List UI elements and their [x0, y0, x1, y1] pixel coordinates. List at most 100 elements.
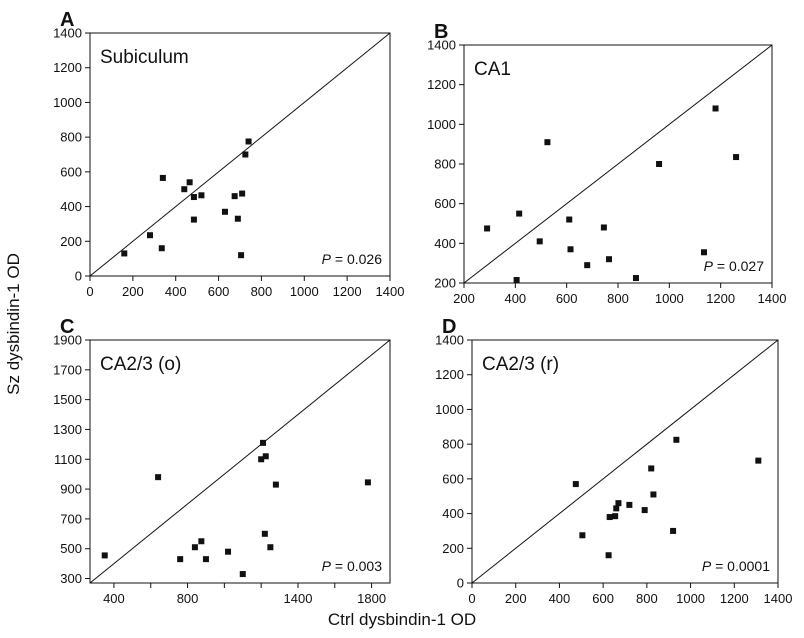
data-point	[513, 277, 520, 284]
data-point	[632, 275, 639, 282]
data-point	[566, 216, 573, 223]
identity-line	[463, 44, 773, 284]
x-tick-label: 200	[122, 284, 144, 299]
data-point	[190, 216, 197, 223]
y-tick-label: 1200	[427, 77, 456, 92]
x-tick-label: 400	[165, 284, 187, 299]
x-tick-label: 400	[504, 291, 526, 306]
y-tick-label: 600	[442, 471, 464, 486]
data-point	[584, 262, 591, 269]
data-point	[626, 501, 633, 508]
panel-title: CA2/3 (r)	[482, 354, 559, 375]
y-tick-label: 1400	[53, 26, 82, 41]
data-point	[536, 238, 543, 245]
data-point	[191, 544, 198, 551]
y-tick-label: 1200	[435, 367, 464, 382]
panel-d: 0 200 400 600 800 1000 1200 1400 0 200 400 600 800 10…	[435, 316, 792, 606]
y-tick-label: 600	[434, 196, 456, 211]
plot-frame	[89, 339, 391, 584]
data-point	[101, 552, 108, 559]
data-point	[641, 507, 648, 514]
x-tick-label: 1400	[284, 591, 313, 606]
x-tick-label: 1200	[333, 284, 362, 299]
data-point	[712, 105, 719, 112]
p-symbol: P	[702, 558, 712, 574]
x-tick-label: 600	[556, 291, 578, 306]
panel-title: CA1	[474, 59, 511, 80]
data-point	[231, 193, 238, 200]
y-tick-label: 1000	[435, 402, 464, 417]
data-point	[225, 548, 232, 555]
p-value-number: = 0.003	[331, 558, 382, 574]
data-point	[202, 556, 209, 563]
panel-title: CA2/3 (o)	[100, 354, 181, 375]
y-tick-label: 1000	[53, 95, 82, 110]
y-tick-label: 800	[434, 157, 456, 172]
data-point	[600, 224, 607, 231]
data-point	[262, 453, 269, 460]
y-tick-label: 700	[60, 511, 82, 526]
p-symbol: P	[322, 251, 332, 267]
p-value-number: = 0.0001	[711, 558, 770, 574]
data-point	[181, 186, 188, 193]
y-tick-label: 200	[60, 234, 82, 249]
x-tick-label: 0	[468, 591, 475, 606]
data-point	[606, 514, 613, 521]
data-point	[158, 245, 165, 252]
data-point	[733, 154, 740, 161]
x-tick-label: 1000	[676, 591, 705, 606]
y-tick-label: 900	[60, 482, 82, 497]
y-tick-label: 1900	[53, 333, 82, 348]
x-tick-label: 1800	[357, 591, 386, 606]
y-tick-label: 0	[75, 269, 82, 284]
panel-letter: B	[434, 21, 448, 43]
x-tick-label: 0	[86, 284, 93, 299]
y-tick-label: 800	[60, 130, 82, 145]
y-tick-label: 300	[60, 571, 82, 586]
x-tick-label: 400	[103, 591, 125, 606]
data-point	[670, 527, 677, 534]
data-point	[245, 138, 252, 145]
data-point	[242, 151, 249, 158]
y-tick-label: 1100	[54, 452, 82, 467]
x-tick-label: 1000	[655, 291, 684, 306]
data-point	[567, 246, 574, 253]
plot-frame	[89, 32, 391, 277]
y-axis-label-text: Sz dysbindin-1 OD	[4, 253, 23, 395]
data-point	[147, 232, 153, 239]
data-point	[239, 190, 246, 197]
panel-c: 400 800 1400 1800 300 500 700 900 1100 1300 1500 17…	[53, 316, 391, 606]
y-tick-label: 1400	[435, 333, 464, 348]
data-point	[267, 544, 274, 551]
data-point	[159, 174, 166, 181]
data-point	[516, 210, 523, 217]
x-tick-label: 1400	[376, 284, 405, 299]
plot-frame	[471, 339, 779, 584]
data-point	[755, 457, 762, 464]
x-tick-label: 200	[453, 291, 475, 306]
panel-letter: D	[442, 316, 456, 338]
p-value-number: = 0.026	[331, 251, 382, 267]
data-point	[484, 225, 491, 232]
identity-line	[89, 32, 391, 277]
data-point	[656, 161, 663, 167]
y-tick-label: 400	[60, 199, 82, 214]
panel-letter: A	[60, 9, 74, 31]
data-point	[673, 436, 680, 443]
x-tick-label: 1400	[764, 591, 793, 606]
x-tick-label: 600	[592, 591, 614, 606]
data-point	[615, 500, 622, 507]
data-point	[579, 532, 586, 539]
x-tick-label: 800	[177, 591, 199, 606]
y-tick-label: 1700	[53, 362, 82, 377]
y-tick-label: 400	[434, 236, 456, 251]
data-point	[605, 552, 612, 559]
x-tick-label: 400	[549, 591, 571, 606]
x-tick-label: 800	[636, 591, 658, 606]
y-tick-label: 800	[442, 437, 464, 452]
x-axis-label: Ctrl dysbindin-1 OD	[327, 610, 477, 629]
data-point	[606, 256, 613, 263]
p-value-label: P = 0.027	[704, 258, 765, 274]
panel-a: 0 200 400 600 800 1000 1200 1400 0 200 400 600 800 10…	[53, 9, 404, 299]
